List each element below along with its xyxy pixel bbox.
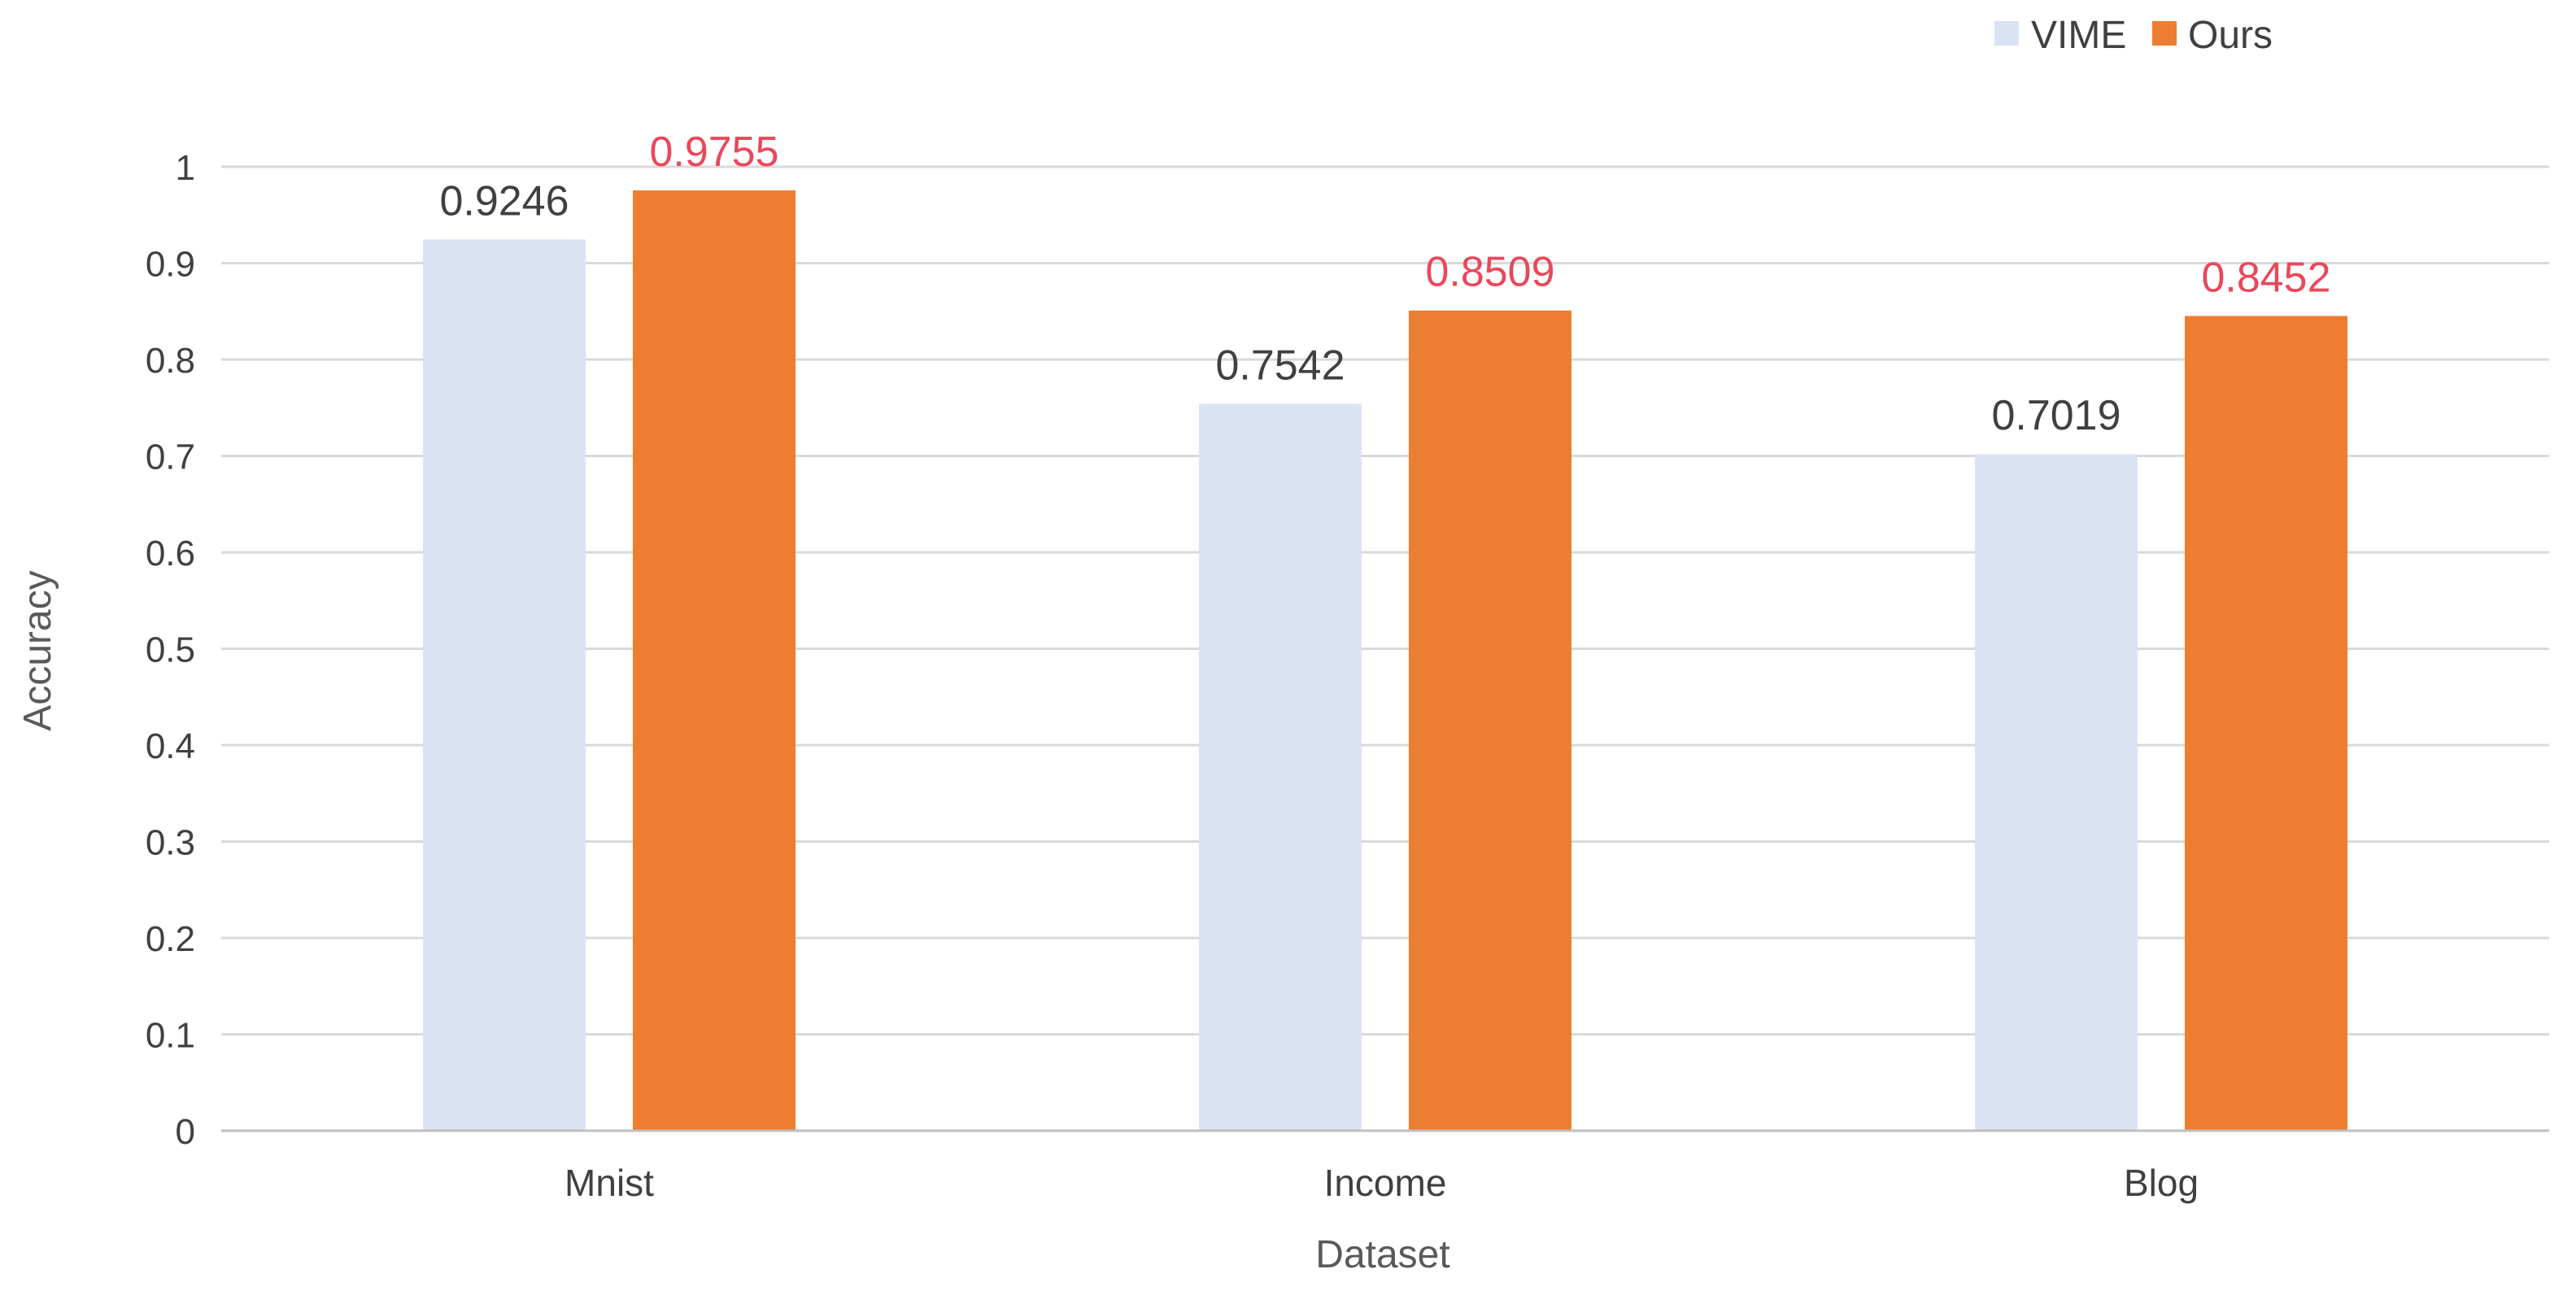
x-category-label: Income — [1324, 1162, 1447, 1204]
y-tick-label: 0.7 — [146, 438, 195, 478]
data-label-vime-mnist: 0.9246 — [439, 177, 569, 225]
y-tick-label: 1 — [176, 148, 195, 188]
y-tick-label: 0.4 — [146, 726, 195, 766]
y-tick-label: 0 — [176, 1112, 195, 1152]
gridlines — [221, 165, 2549, 1036]
y-tick-label: 0.1 — [146, 1016, 195, 1056]
bar-vime-income — [1199, 403, 1362, 1131]
x-axis-title: Dataset — [1315, 1233, 1449, 1276]
y-tick-label: 0.9 — [146, 245, 195, 285]
bar-ours-income — [1409, 310, 1571, 1132]
bar-ours-mnist — [633, 190, 795, 1132]
x-axis-categories: Mnist Income Blog — [564, 1162, 2199, 1204]
bar-vime-mnist — [423, 239, 586, 1131]
data-label-ours-blog: 0.8452 — [2201, 254, 2330, 301]
bar-ours-blog — [2185, 316, 2347, 1131]
x-category-label: Blog — [2124, 1162, 2199, 1204]
data-label-ours-mnist: 0.9755 — [649, 129, 778, 176]
data-labels: 0.9246 0.9755 0.7542 0.8509 0.7019 0.8452 — [439, 129, 2330, 439]
legend: VIME Ours — [1994, 14, 2273, 57]
legend-label-vime: VIME — [2031, 14, 2126, 57]
data-label-vime-blog: 0.7019 — [1991, 392, 2121, 439]
legend-swatch-ours — [2152, 21, 2177, 46]
y-tick-label: 0.2 — [146, 919, 195, 959]
y-axis-title: Accuracy — [16, 570, 59, 731]
data-label-ours-income: 0.8509 — [1425, 249, 1554, 296]
data-label-vime-income: 0.7542 — [1215, 342, 1345, 389]
y-tick-label: 0.5 — [146, 630, 195, 670]
y-axis-ticks: 0 0.1 0.2 0.3 0.4 0.5 0.6 0.7 0.8 0.9 1 — [146, 148, 195, 1152]
x-category-label: Mnist — [564, 1162, 654, 1204]
bar-vime-blog — [1975, 454, 2138, 1131]
y-tick-label: 0.8 — [146, 341, 195, 381]
legend-swatch-vime — [1994, 21, 2019, 46]
legend-label-ours: Ours — [2188, 14, 2273, 57]
y-tick-label: 0.6 — [146, 534, 195, 573]
bars — [423, 190, 2347, 1132]
y-tick-label: 0.3 — [146, 823, 195, 863]
